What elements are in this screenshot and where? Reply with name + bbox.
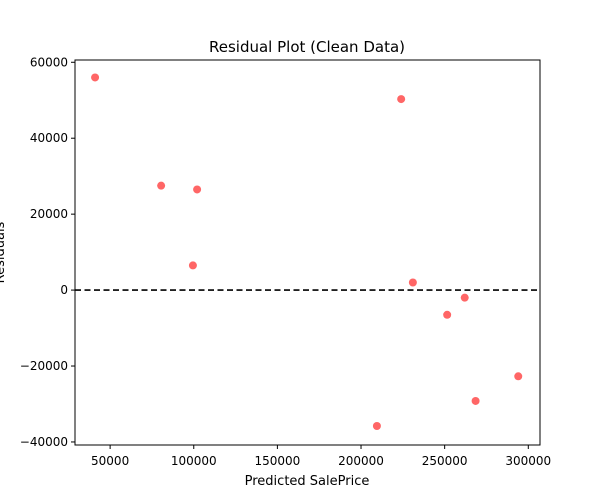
data-point <box>471 396 480 405</box>
y-tick-label: 40000 <box>30 131 68 145</box>
data-point <box>372 422 381 431</box>
y-tick-label: 60000 <box>30 55 68 69</box>
x-tick-label: 150000 <box>254 454 300 468</box>
x-tick-label: 250000 <box>422 454 468 468</box>
y-tick-label: 20000 <box>30 207 68 221</box>
data-point <box>514 372 523 381</box>
data-point <box>397 95 406 104</box>
data-point <box>460 293 469 302</box>
data-point <box>91 73 100 82</box>
data-point <box>193 185 202 194</box>
x-tick-label: 200000 <box>338 454 384 468</box>
x-tick-label: 100000 <box>171 454 217 468</box>
x-tick-label: 300000 <box>505 454 551 468</box>
y-tick-label: −20000 <box>20 359 68 373</box>
data-point <box>408 278 417 287</box>
x-tick-label: 50000 <box>91 454 129 468</box>
x-axis: 50000 100000 150000 200000 250000 300000 <box>91 445 551 468</box>
data-point <box>443 310 452 319</box>
x-axis-label: Predicted SalePrice <box>245 474 370 489</box>
y-tick-label: 0 <box>60 283 68 297</box>
y-axis-label: Residuals <box>0 221 8 283</box>
axes-frame <box>74 59 541 446</box>
y-axis: −40000 −20000 0 20000 40000 60000 <box>20 55 75 449</box>
data-point <box>157 181 166 190</box>
y-tick-label: −40000 <box>20 435 68 449</box>
data-point <box>188 261 197 270</box>
plot-area <box>75 73 540 431</box>
chart-title: Residual Plot (Clean Data) <box>209 38 405 56</box>
